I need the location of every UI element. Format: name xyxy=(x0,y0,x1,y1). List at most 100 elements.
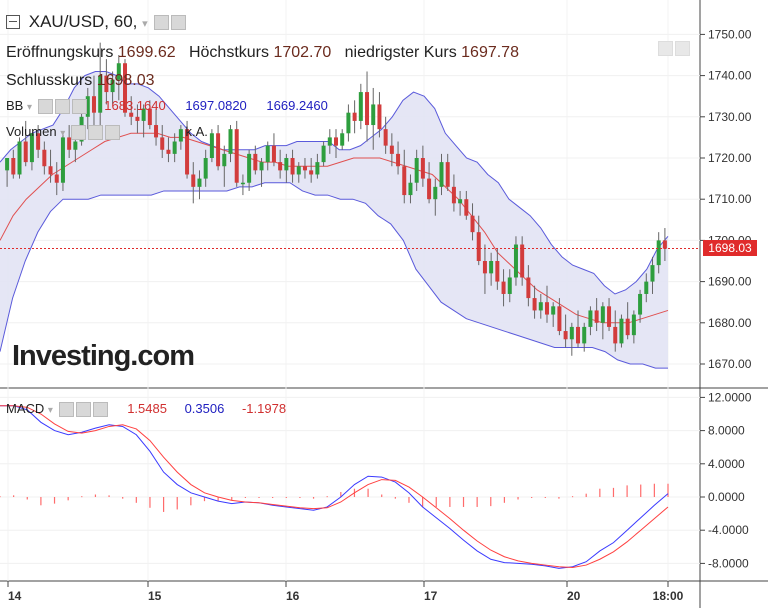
candle-body xyxy=(433,186,438,200)
close-label: Schlusskurs xyxy=(6,72,93,89)
candle-body xyxy=(470,215,475,233)
candle-body xyxy=(582,326,587,344)
macd-hist-bar xyxy=(53,497,56,504)
collapse-icon[interactable] xyxy=(6,14,20,29)
minimize-icon[interactable] xyxy=(658,41,673,57)
candle-body xyxy=(91,96,96,113)
macd-hist-bar xyxy=(81,496,83,498)
macd-dropdown-icon[interactable]: ▾ xyxy=(47,405,53,416)
candle-body xyxy=(259,162,264,171)
macd-hist-bar xyxy=(13,495,15,497)
eye-icon[interactable] xyxy=(37,99,53,115)
candle-body xyxy=(557,306,562,332)
macd-hist-bar xyxy=(653,483,655,497)
candle-body xyxy=(377,104,382,130)
candle-body xyxy=(414,158,419,183)
macd-hist-bar xyxy=(135,497,137,503)
open-label: Eröffnungskurs xyxy=(6,44,114,61)
macd-hist-bar xyxy=(67,497,69,501)
bb-dropdown-icon[interactable]: ▾ xyxy=(26,102,32,113)
candle-body xyxy=(638,293,643,315)
macd-line xyxy=(0,405,669,569)
investing-logo: Investing.com xyxy=(12,340,195,373)
candle-body xyxy=(389,145,394,154)
y-tick-label: 1710.00 xyxy=(708,192,752,206)
gear-icon[interactable] xyxy=(75,402,91,418)
macd-hist-bar xyxy=(531,497,533,498)
macd-hist-bar xyxy=(381,494,383,497)
macd-hist-bar xyxy=(503,497,506,503)
volume-value: k.A. xyxy=(185,124,208,139)
macd-hist-bar xyxy=(626,485,628,497)
candle-body xyxy=(439,162,444,187)
candle-body xyxy=(358,92,363,121)
volume-dropdown-icon[interactable]: ▾ xyxy=(60,128,66,139)
candle-body xyxy=(662,240,667,249)
close-panel-icon[interactable] xyxy=(675,41,690,57)
candle-body xyxy=(284,158,289,171)
macd-hist-bar xyxy=(244,497,246,498)
open-value: 1699.62 xyxy=(117,44,176,61)
candle-body xyxy=(11,158,16,175)
symbol-label: XAU/USD, 60, xyxy=(28,12,138,31)
symbol-dropdown-icon[interactable]: ▾ xyxy=(142,18,148,30)
candle-body xyxy=(501,281,506,294)
eye-icon[interactable] xyxy=(58,402,74,418)
macd-hist-bar xyxy=(162,497,165,512)
macd-hist-bar xyxy=(408,497,410,503)
gear-icon[interactable] xyxy=(54,99,70,115)
candle-body xyxy=(185,129,190,175)
x-tick-label: 16 xyxy=(286,589,300,603)
candle-body xyxy=(315,162,320,175)
candle-body xyxy=(520,244,525,278)
candle-body xyxy=(5,158,10,171)
macd-signal-value: 0.3506 xyxy=(184,401,225,416)
candle-body xyxy=(110,79,115,93)
close-icon[interactable] xyxy=(92,402,108,418)
close-icon[interactable] xyxy=(71,99,87,115)
candle-body xyxy=(73,141,78,150)
close-icon[interactable] xyxy=(104,125,120,141)
eye-icon[interactable] xyxy=(154,15,170,31)
candle-body xyxy=(240,182,245,185)
macd-hist-bar xyxy=(149,497,151,508)
price-badge-text: 1698.03 xyxy=(708,241,752,255)
candle-body xyxy=(54,174,59,183)
candle-body xyxy=(141,108,146,121)
watermark-text: Investing.com xyxy=(12,340,195,372)
candle-body xyxy=(98,75,103,113)
volume-legend: Volumen ▾ k.A. xyxy=(6,124,208,141)
y-tick-label: 1670.00 xyxy=(708,357,752,371)
macd-label: MACD xyxy=(6,401,45,416)
gear-icon[interactable] xyxy=(171,15,187,31)
candle-body xyxy=(116,63,121,80)
window-controls xyxy=(656,40,690,58)
candle-body xyxy=(48,166,53,175)
candle-body xyxy=(147,108,152,126)
bb-label: BB xyxy=(6,98,24,113)
low-value: 1697.78 xyxy=(461,44,519,61)
candle-body xyxy=(271,145,276,163)
bb-lower-line xyxy=(0,182,668,369)
candle-body xyxy=(234,129,239,183)
macd-hist-bar xyxy=(490,497,492,507)
candle-body xyxy=(265,145,270,163)
candle-body xyxy=(129,112,134,117)
x-tick-label: 15 xyxy=(148,589,162,603)
candle-body xyxy=(17,141,22,175)
candle-body xyxy=(253,153,258,171)
gear-icon[interactable] xyxy=(87,125,103,141)
candle-body xyxy=(625,318,630,336)
candle-body xyxy=(476,232,481,261)
high-label: Höchstkurs xyxy=(188,44,269,61)
y-tick-label: 1740.00 xyxy=(708,69,752,83)
macd-hist-bar xyxy=(435,497,437,507)
macd-hist-bar xyxy=(190,497,192,506)
candle-body xyxy=(451,186,456,204)
eye-icon[interactable] xyxy=(70,125,86,141)
candle-body xyxy=(178,129,183,142)
macd-hist-bar xyxy=(0,496,1,498)
candle-body xyxy=(309,170,314,175)
candle-body xyxy=(104,75,109,93)
